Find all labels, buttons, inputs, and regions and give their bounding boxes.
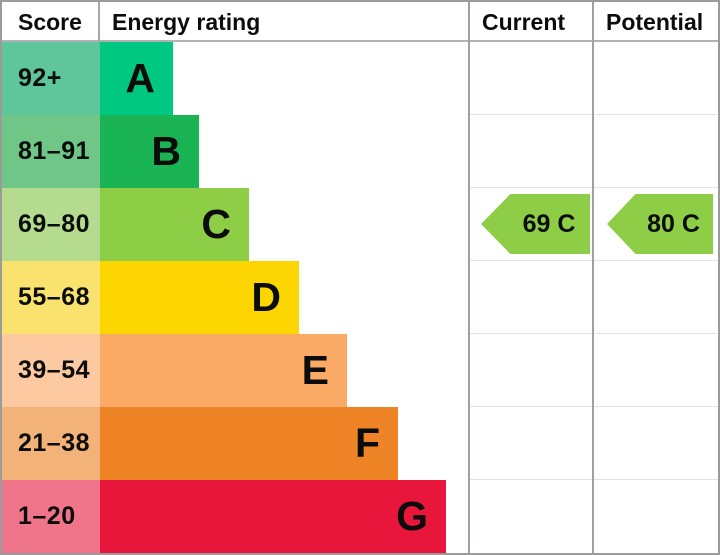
potential-column: 80 C — [594, 42, 718, 553]
score-range-label: 39–54 — [2, 334, 100, 407]
current-column-divider — [468, 2, 470, 553]
band-bar-e: E — [100, 334, 347, 407]
potential-slot — [594, 42, 718, 115]
current-slot — [470, 407, 592, 480]
score-range-label: 69–80 — [2, 188, 100, 261]
score-range-label: 55–68 — [2, 261, 100, 334]
potential-slot — [594, 480, 718, 553]
score-column-header: Score — [18, 9, 82, 35]
current-rating-arrow: 69 C — [481, 194, 590, 254]
band-bar-d: D — [100, 261, 299, 334]
potential-column-divider — [592, 2, 594, 553]
band-bar-g: G — [100, 480, 446, 553]
current-slot — [470, 334, 592, 407]
potential-slot — [594, 407, 718, 480]
band-row-f: 21–38 F — [2, 407, 718, 480]
score-range-label: 81–91 — [2, 115, 100, 188]
potential-slot — [594, 115, 718, 188]
band-bar-f: F — [100, 407, 398, 480]
band-row-b: 81–91 B — [2, 115, 718, 188]
potential-rating-arrow: 80 C — [607, 194, 713, 254]
potential-slot: 80 C — [594, 188, 718, 261]
potential-rating-label: 80 C — [647, 209, 700, 238]
potential-slot — [594, 261, 718, 334]
current-column-header: Current — [482, 9, 566, 35]
band-rows: 92+ A 81–91 B 69–80 C 55–68 D 39–54 E 21… — [2, 42, 718, 553]
score-range-label: 1–20 — [2, 480, 100, 553]
band-bar-a: A — [100, 42, 173, 115]
current-slot — [470, 115, 592, 188]
band-bar-b: B — [100, 115, 199, 188]
band-bar-c: C — [100, 188, 249, 261]
current-slot — [470, 42, 592, 115]
current-slot — [470, 480, 592, 553]
band-row-g: 1–20 G — [2, 480, 718, 553]
band-row-d: 55–68 D — [2, 261, 718, 334]
current-column: 69 C — [470, 42, 592, 553]
band-row-a: 92+ A — [2, 42, 718, 115]
chart-header: Score Energy rating Current Potential — [2, 2, 718, 40]
current-slot — [470, 261, 592, 334]
current-rating-label: 69 C — [522, 209, 576, 238]
potential-slot — [594, 334, 718, 407]
header-divider-line — [2, 40, 718, 42]
potential-column-header: Potential — [606, 9, 704, 35]
band-row-e: 39–54 E — [2, 334, 718, 407]
current-slot: 69 C — [470, 188, 592, 261]
energy-rating-column-header: Energy rating — [112, 9, 261, 35]
score-column-divider — [98, 2, 100, 42]
band-row-c: 69–80 C — [2, 188, 718, 261]
score-range-label: 21–38 — [2, 407, 100, 480]
score-range-label: 92+ — [2, 42, 100, 115]
